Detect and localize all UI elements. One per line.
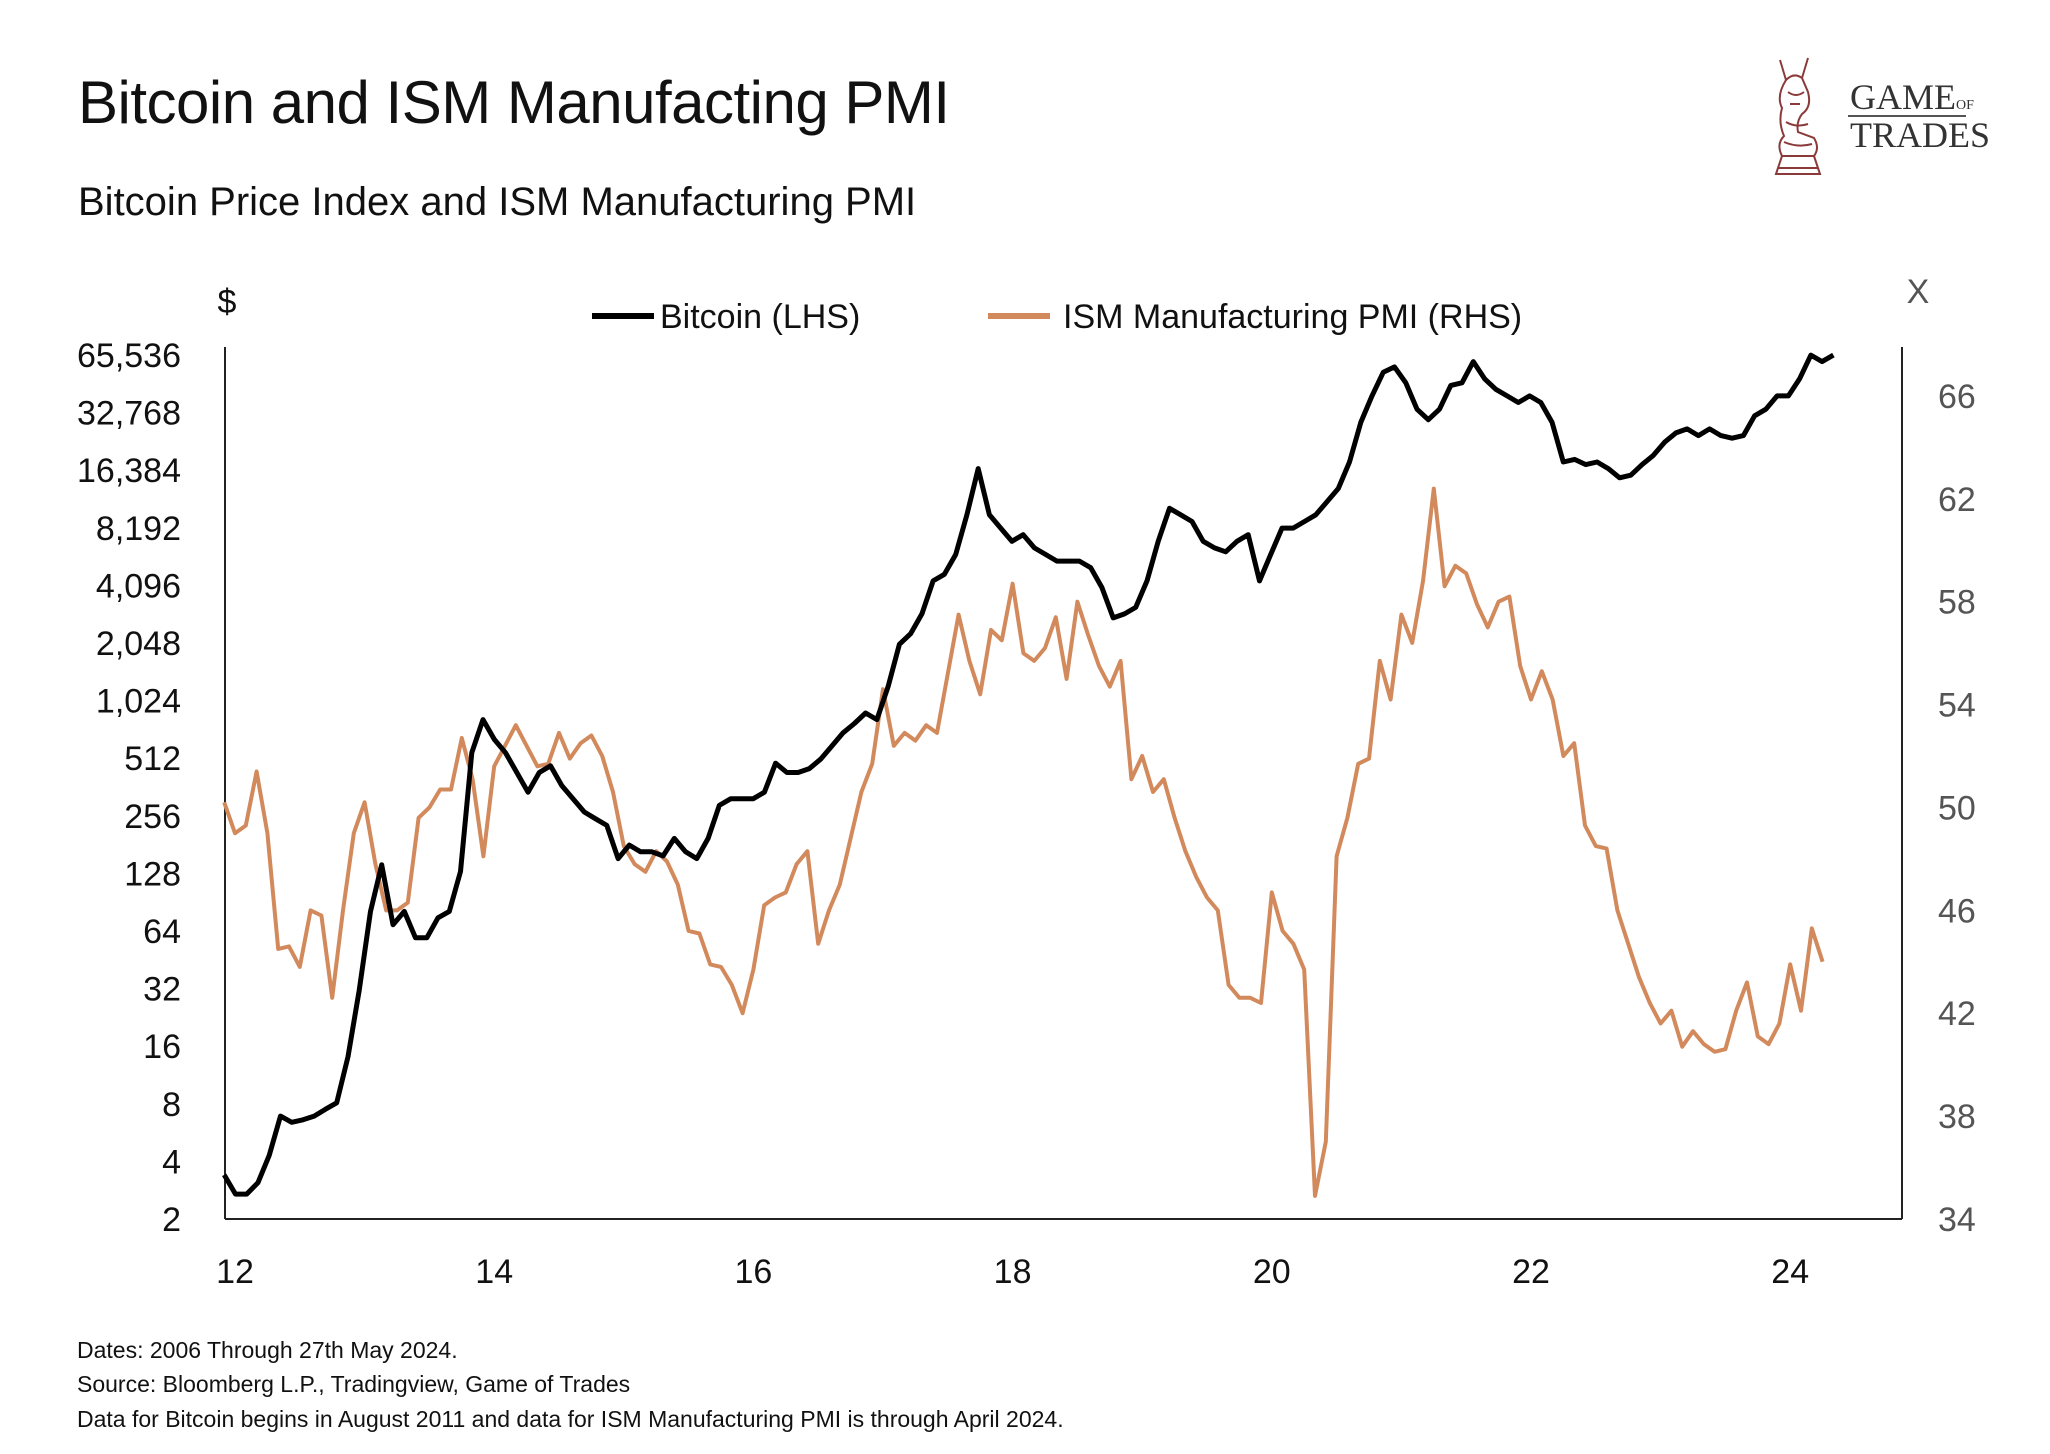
chart-title: Bitcoin and ISM Manufacting PMI: [78, 69, 950, 136]
logo: GAMEOF TRADES: [1768, 52, 1998, 177]
logo-text-of: OF: [1956, 98, 1974, 113]
bitcoin-line: [222, 352, 1835, 1197]
left-tick-label: 2,048: [96, 625, 181, 663]
right-tick-label: 62: [1938, 481, 1976, 519]
chart-subtitle: Bitcoin Price Index and ISM Manufacturin…: [78, 180, 917, 224]
legend-label-pmi: ISM Manufacturing PMI (RHS): [1063, 298, 1522, 336]
right-tick-label: 46: [1938, 892, 1976, 930]
left-tick-label: 4,096: [96, 567, 181, 605]
knight-logo-icon: [1774, 57, 1822, 175]
left-tick-label: 16,384: [77, 452, 181, 490]
left-tick-label: 64: [143, 913, 181, 951]
right-tick-label: 54: [1938, 687, 1976, 725]
left-tick-label: 32: [143, 971, 181, 1009]
right-tick-label: 42: [1938, 995, 1976, 1033]
x-tick-label: 24: [1771, 1253, 1809, 1291]
x-tick-label: 18: [994, 1253, 1032, 1291]
right-axis-label: X: [1907, 273, 1930, 311]
x-tick-label: 16: [734, 1253, 772, 1291]
left-tick-label: 256: [124, 798, 181, 836]
right-tick-label: 58: [1938, 584, 1976, 622]
right-tick-label: 50: [1938, 789, 1976, 827]
left-tick-label: 65,536: [77, 337, 181, 375]
left-axis-label: $: [218, 283, 237, 321]
left-tick-label: 4: [162, 1143, 181, 1181]
left-tick-label: 2: [162, 1201, 181, 1239]
footer-source: Source: Bloomberg L.P., Tradingview, Gam…: [77, 1371, 631, 1397]
x-tick-label: 20: [1253, 1253, 1291, 1291]
x-tick-label: 14: [475, 1253, 513, 1291]
left-tick-label: 8: [162, 1086, 181, 1124]
legend-label-bitcoin: Bitcoin (LHS): [660, 298, 860, 336]
left-tick-label: 32,768: [77, 395, 181, 433]
x-tick-label: 22: [1512, 1253, 1550, 1291]
left-tick-label: 8,192: [96, 510, 181, 548]
right-tick-label: 38: [1938, 1098, 1976, 1136]
left-tick-label: 16: [143, 1028, 181, 1066]
left-tick-label: 512: [124, 740, 181, 778]
logo-text-trades: TRADES: [1850, 115, 1991, 155]
footer-note: Data for Bitcoin begins in August 2011 a…: [77, 1406, 1064, 1432]
right-tick-label: 34: [1938, 1201, 1976, 1239]
left-tick-label: 1,024: [96, 683, 181, 721]
x-tick-label: 12: [216, 1253, 254, 1291]
right-tick-label: 66: [1938, 378, 1976, 416]
left-tick-label: 128: [124, 855, 181, 893]
logo-text-game: GAME: [1850, 77, 1956, 117]
footer-dates: Dates: 2006 Through 27th May 2024.: [77, 1337, 458, 1363]
ism-pmi-line: [222, 486, 1825, 1198]
